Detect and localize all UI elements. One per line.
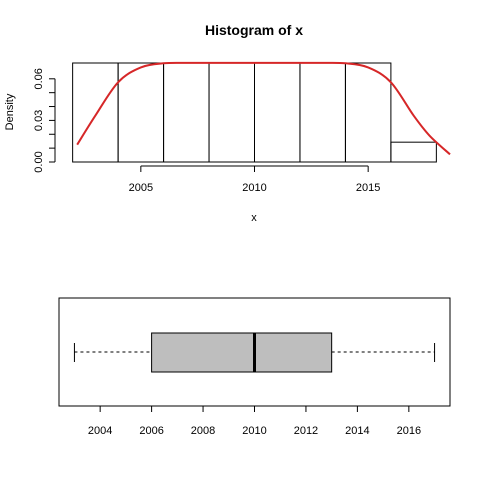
density-curve — [76, 61, 451, 156]
histogram-y-axis-label: Density — [4, 93, 16, 130]
x-tick-label: 2005 — [129, 182, 153, 194]
histogram-bar — [254, 62, 301, 163]
y-tick-label: 0.06 — [33, 68, 45, 89]
x-tick-label: 2008 — [191, 425, 215, 437]
y-tick-label: 0.00 — [33, 151, 45, 172]
x-tick-label: 2010 — [242, 182, 266, 194]
x-tick-label: 2010 — [242, 425, 266, 437]
boxplot-marks — [73, 332, 436, 373]
x-tick-label: 2006 — [139, 425, 163, 437]
x-tick-label: 2014 — [345, 425, 369, 437]
histogram-bar — [208, 62, 255, 163]
histogram-bar — [163, 62, 210, 163]
histogram-bar — [299, 62, 346, 163]
histogram-bar — [117, 62, 165, 163]
histogram-bar — [390, 141, 437, 163]
histogram-x-axis-label: x — [251, 212, 257, 224]
histogram-bar — [72, 62, 119, 163]
x-tick-label: 2004 — [88, 425, 112, 437]
histogram-y-axis: 0.00 0.03 0.06 — [33, 68, 56, 173]
histogram-panel: Histogram of x 2005 2010 2015 0.00 0.03 0.06… — [4, 22, 451, 224]
histogram-bars — [72, 62, 437, 163]
histogram-x-axis: 2005 2010 2015 — [129, 165, 380, 194]
histogram-title: Histogram of x — [205, 22, 303, 38]
x-tick-label: 2012 — [294, 425, 318, 437]
interquartile-box — [151, 332, 333, 373]
boxplot-panel: 2004 2006 2008 2010 2012 2014 2016 — [58, 297, 451, 437]
histogram-bar — [344, 62, 392, 163]
boxplot-x-axis: 2004 2006 2008 2010 2012 2014 2016 — [88, 405, 421, 437]
x-tick-label: 2016 — [397, 425, 421, 437]
y-tick-label: 0.03 — [33, 110, 45, 131]
x-tick-label: 2015 — [356, 182, 380, 194]
